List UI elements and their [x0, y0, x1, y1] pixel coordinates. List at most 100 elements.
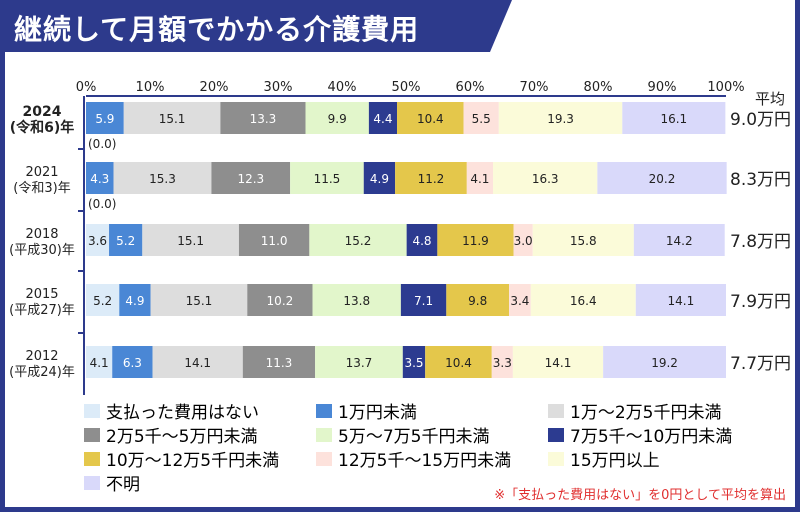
bar-segment	[493, 162, 598, 194]
data-label: 10.2	[267, 294, 294, 308]
data-label: 15.1	[159, 112, 186, 126]
x-tick-label: 50%	[392, 80, 421, 95]
zero-value-note: (0.0)	[88, 137, 116, 151]
bar-segment	[402, 346, 426, 378]
bar-segment	[211, 162, 291, 194]
data-label: 11.5	[314, 172, 341, 186]
data-label: 19.3	[547, 112, 574, 126]
footnote: ※「支払った費用はない」を0円として平均を算出	[494, 488, 786, 503]
bar-segment	[109, 224, 143, 256]
bar-segment	[622, 102, 726, 134]
data-label: 7.1	[414, 294, 433, 308]
data-label: 13.3	[250, 112, 277, 126]
page-title: 継続して月額でかかる介護費用	[14, 13, 420, 46]
legend-swatch	[548, 427, 564, 442]
bar-segment	[86, 102, 124, 134]
legend-swatch	[84, 427, 100, 442]
data-label: 15.1	[186, 294, 213, 308]
average-value: 9.0万円	[730, 110, 791, 130]
bar-segment	[530, 284, 636, 316]
bar-segment	[290, 162, 364, 194]
data-label: 11.2	[418, 172, 445, 186]
data-label: 14.1	[545, 356, 572, 370]
category-year: 2015	[25, 287, 58, 302]
bar-segment	[509, 284, 531, 316]
bar-segment	[395, 162, 467, 194]
legend-swatch	[316, 451, 332, 466]
bar-segment	[315, 346, 403, 378]
average-value: 7.8万円	[730, 232, 791, 252]
bar-segment	[86, 346, 113, 378]
average-value: 7.7万円	[730, 354, 791, 374]
bar-segment	[463, 102, 499, 134]
category-era: (令和6)年	[10, 119, 75, 136]
bar-segment	[112, 346, 153, 378]
legend-swatch	[548, 451, 564, 466]
legend-label: 15万円以上	[570, 451, 660, 471]
legend-item: 5万～7万5千円未満	[316, 422, 489, 447]
legend-item: 2万5千～5万円未満	[84, 422, 257, 447]
legend-item: 12万5千～15万円未満	[316, 446, 511, 471]
bar-segment	[597, 162, 727, 194]
data-label: 6.3	[123, 356, 142, 370]
data-label: 15.3	[149, 172, 176, 186]
bar-segment	[635, 284, 726, 316]
data-label: 15.8	[570, 234, 597, 248]
data-label: 16.4	[570, 294, 597, 308]
legend-label: 1万円未満	[338, 403, 417, 423]
bar-segment	[603, 346, 726, 378]
bar-segment	[86, 284, 120, 316]
bar-segment	[363, 162, 396, 194]
data-label: 5.9	[95, 112, 114, 126]
bar-segment	[113, 162, 212, 194]
data-label: 15.2	[345, 234, 372, 248]
legend-label: 5万～7万5千円未満	[338, 427, 490, 447]
bar-segment	[633, 224, 725, 256]
bar-segment	[437, 224, 514, 256]
data-label: 11.0	[261, 234, 288, 248]
data-label: 3.3	[493, 356, 512, 370]
bar-segment	[446, 284, 510, 316]
data-label: 13.8	[343, 294, 370, 308]
x-tick-label: 80%	[584, 80, 613, 95]
legend-label: 2万5千～5万円未満	[106, 427, 258, 447]
legend-item: 15万円以上	[548, 446, 660, 471]
data-label: 3.6	[88, 234, 107, 248]
bar-segment	[247, 284, 313, 316]
data-label: 4.8	[412, 234, 431, 248]
legend-label: 7万5千～10万円未満	[570, 427, 733, 447]
bar-segment	[86, 224, 110, 256]
x-tick-label: 100%	[707, 80, 744, 95]
category-era: (平成30)年	[9, 243, 75, 258]
average-value: 7.9万円	[730, 292, 791, 312]
bar-segment	[513, 224, 533, 256]
data-label: 9.8	[468, 294, 487, 308]
legend-label: 12万5千～15万円未満	[338, 451, 512, 471]
x-tick-label: 10%	[136, 80, 165, 95]
legend-label: 10万～12万5千円未満	[106, 451, 280, 471]
legend-swatch	[316, 427, 332, 442]
legend-swatch	[84, 403, 100, 418]
average-value: 8.3万円	[730, 170, 791, 190]
data-label: 16.1	[660, 112, 687, 126]
legend-swatch	[548, 403, 564, 418]
data-label: 3.4	[510, 294, 529, 308]
legend-label: 1万～2万5千円未満	[570, 403, 722, 423]
data-label: 10.4	[445, 356, 472, 370]
data-label: 5.2	[93, 294, 112, 308]
data-label: 4.4	[373, 112, 392, 126]
bar-segment	[491, 346, 513, 378]
category-year: 2018	[25, 227, 58, 242]
data-label: 14.2	[666, 234, 693, 248]
data-label: 19.2	[651, 356, 678, 370]
zero-value-note: (0.0)	[88, 197, 116, 211]
bar-segment	[242, 346, 316, 378]
data-label: 16.3	[532, 172, 559, 186]
data-label: 15.1	[177, 234, 204, 248]
bar-segment	[309, 224, 407, 256]
legend-item: 10万～12万5千円未満	[84, 446, 279, 471]
bar-segment	[312, 284, 401, 316]
bar-segment	[400, 284, 447, 316]
legend-label: 不明	[106, 475, 140, 495]
